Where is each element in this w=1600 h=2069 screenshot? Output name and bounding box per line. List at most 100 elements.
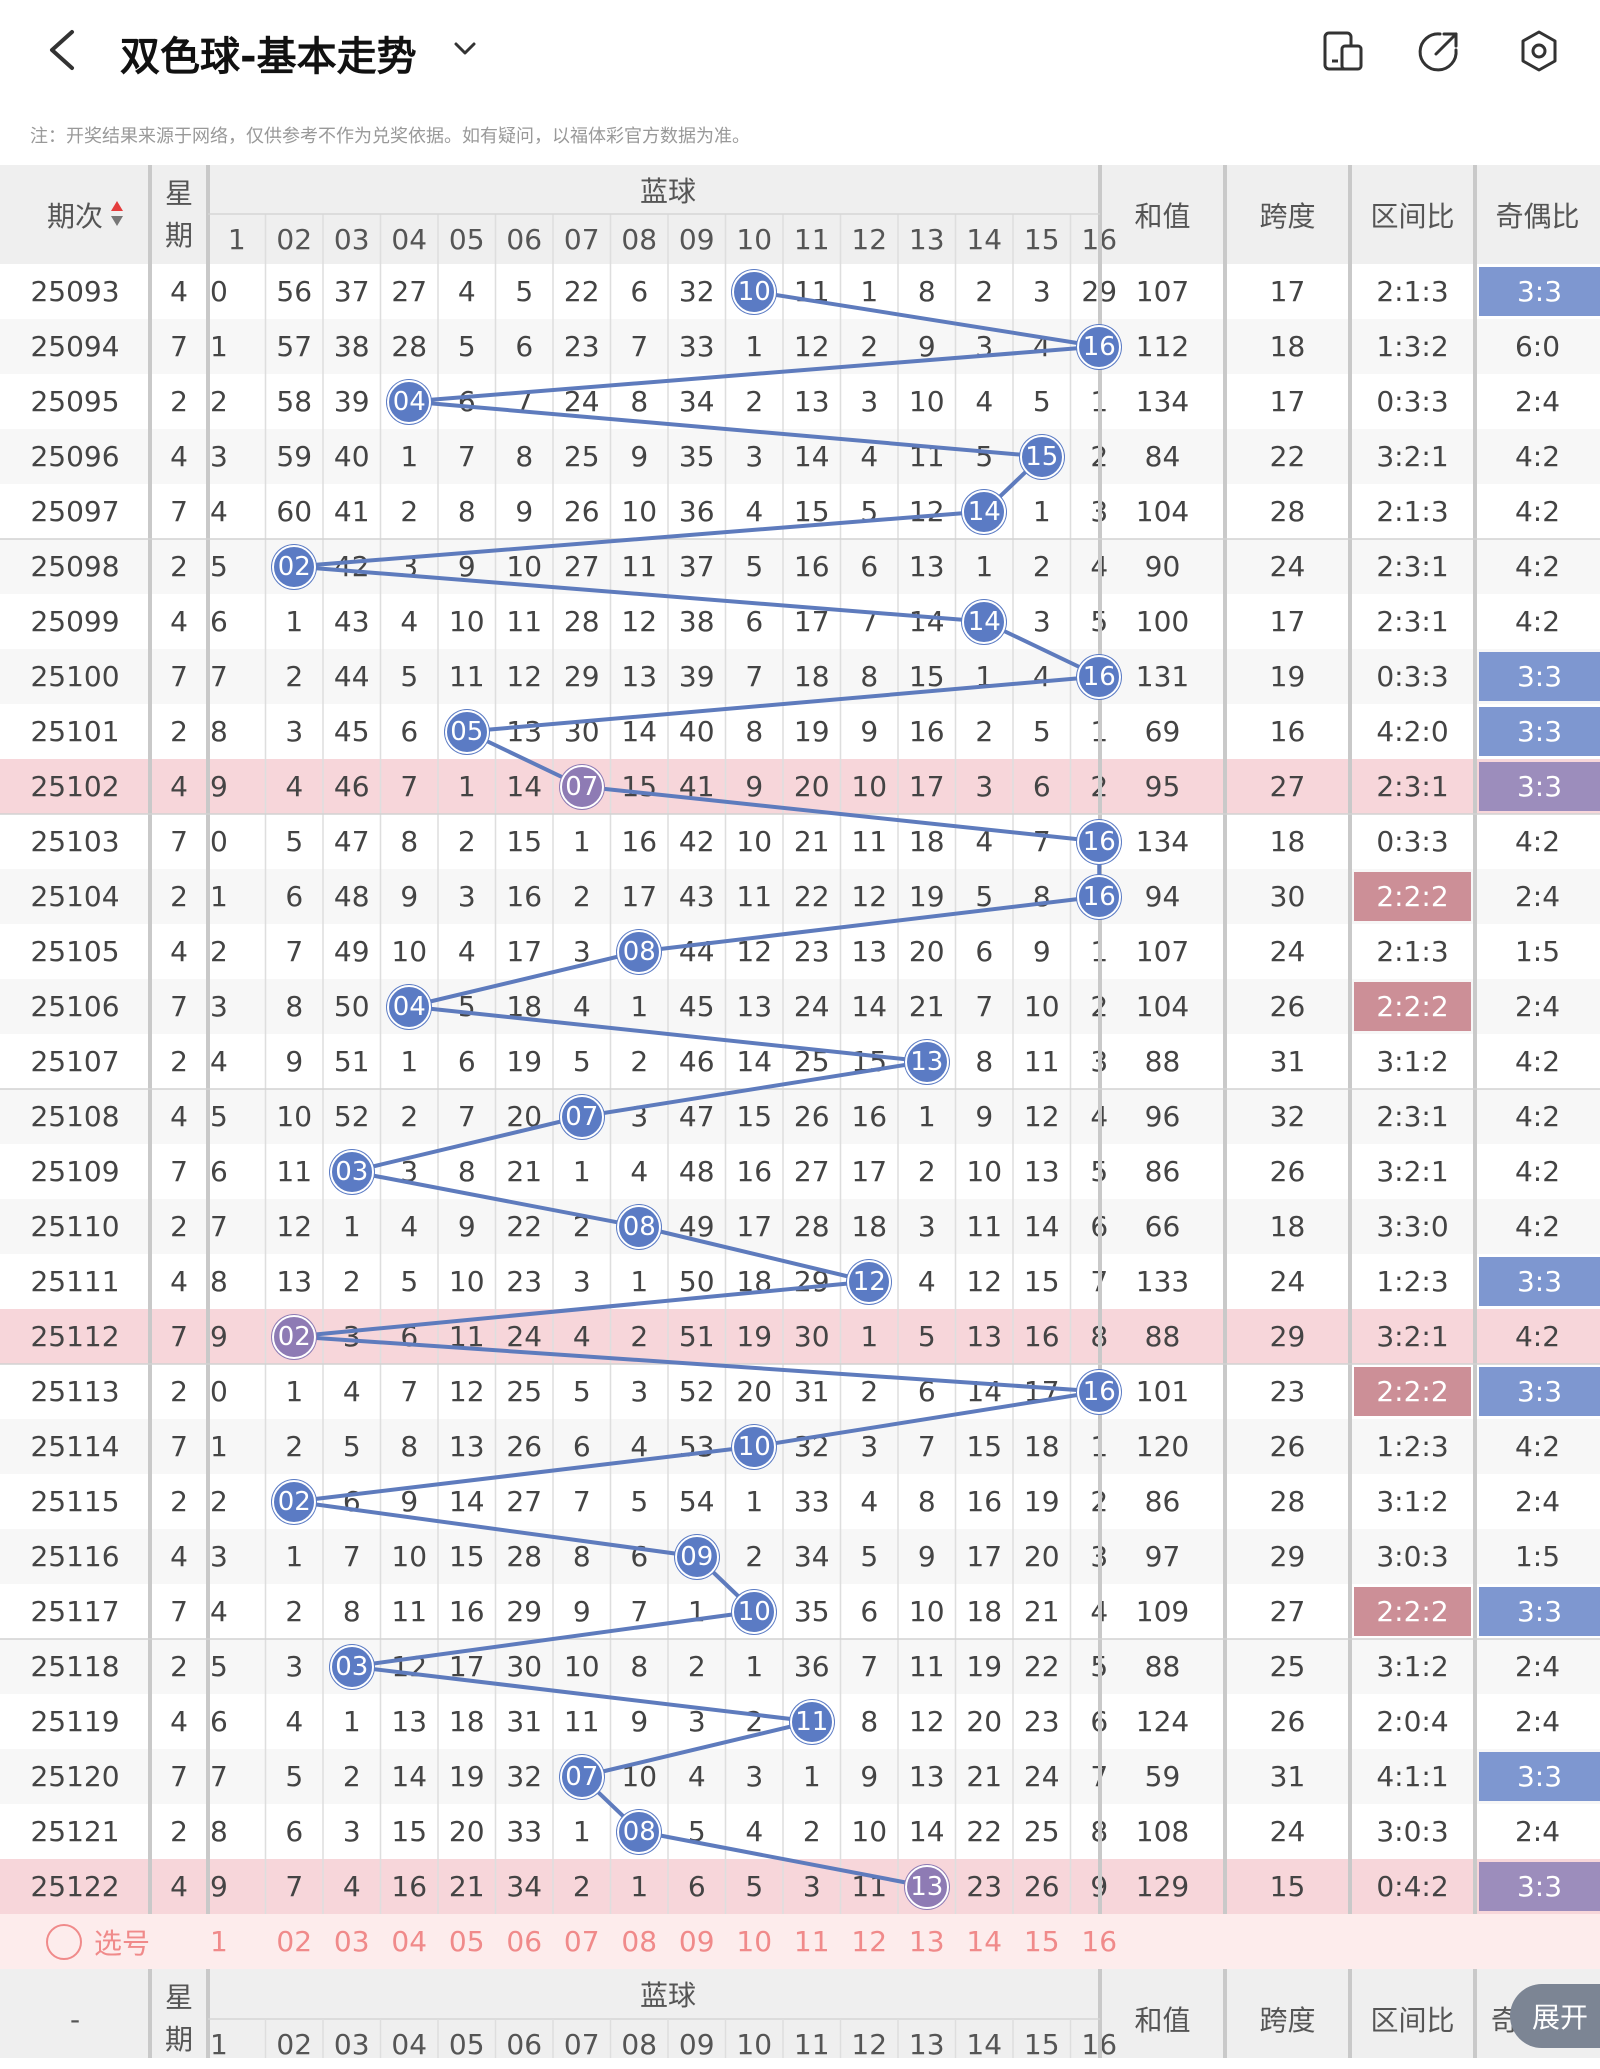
select-ball-option[interactable]: 11 <box>793 1925 830 1958</box>
blue-ball[interactable]: 12 <box>847 1259 892 1304</box>
blue-ball[interactable]: 15 <box>1019 434 1064 479</box>
blue-ball[interactable]: 02 <box>272 544 317 589</box>
issue-cell: 25106 <box>30 990 120 1023</box>
blue-ball[interactable]: 04 <box>387 379 432 424</box>
select-number-label[interactable]: 选号 <box>94 1926 151 1960</box>
blue-ball[interactable]: 10 <box>732 1589 777 1634</box>
select-ball-option[interactable]: 06 <box>506 1925 543 1958</box>
select-ball-option[interactable]: 12 <box>851 1925 888 1958</box>
footer-ball-column-header: 04 <box>391 2027 428 2061</box>
blue-ball[interactable]: 16 <box>1077 874 1122 919</box>
zone-ratio-cell: 3:1:2 <box>1376 1045 1449 1078</box>
blue-ball[interactable]: 09 <box>674 1534 719 1579</box>
footer-blue-ball-header: 蓝球 <box>639 1979 696 2012</box>
blue-ball[interactable]: 07 <box>559 764 604 809</box>
miss-count-cell: 12 <box>621 605 658 638</box>
odd-even-ratio-cell: 4:2 <box>1514 605 1561 638</box>
layout-icon[interactable] <box>1320 28 1366 74</box>
blue-ball[interactable]: 04 <box>387 984 432 1029</box>
issue-cell: 25120 <box>30 1760 120 1793</box>
miss-count-cell: 11 <box>851 1870 888 1903</box>
miss-count-cell: 6 <box>285 880 304 913</box>
blue-ball[interactable]: 08 <box>617 1204 662 1249</box>
miss-count-cell: 51 <box>333 1045 370 1078</box>
select-ball-option[interactable]: 07 <box>563 1925 600 1958</box>
select-ball-option[interactable]: 1 <box>210 1925 228 1958</box>
blue-ball[interactable]: 02 <box>272 1314 317 1359</box>
sum-cell: 90 <box>1144 550 1181 583</box>
select-ball-option[interactable]: 14 <box>966 1925 1003 1958</box>
blue-ball[interactable]: 11 <box>789 1699 834 1744</box>
select-ball-option[interactable]: 04 <box>391 1925 428 1958</box>
miss-count-cell: 3 <box>285 715 304 748</box>
miss-count-cell: 3 <box>975 770 994 803</box>
odd-even-ratio-cell: 1:5 <box>1514 935 1561 968</box>
zone-ratio-cell: 2:1:3 <box>1376 495 1449 528</box>
select-ball-option[interactable]: 13 <box>908 1925 945 1958</box>
miss-count-cell: 4 <box>400 1210 419 1243</box>
blue-ball[interactable]: 07 <box>559 1754 604 1799</box>
select-ball-option[interactable]: 03 <box>333 1925 370 1958</box>
zone-ratio-cell: 2:2:2 <box>1354 872 1471 921</box>
miss-count-cell: 0 <box>210 1375 228 1408</box>
miss-count-cell: 1 <box>860 275 879 308</box>
blue-ball[interactable]: 03 <box>329 1644 374 1689</box>
select-ball-option[interactable]: 09 <box>678 1925 715 1958</box>
expand-button[interactable]: 展开 <box>1510 1984 1600 2048</box>
miss-count-cell: 4 <box>745 495 764 528</box>
share-icon[interactable] <box>1416 28 1462 74</box>
miss-count-cell: 18 <box>908 825 945 858</box>
blue-ball[interactable]: 05 <box>444 709 489 754</box>
blue-ball[interactable]: 10 <box>732 269 777 314</box>
col-issue-header[interactable]: 期次 <box>46 199 103 233</box>
blue-ball[interactable]: 16 <box>1077 654 1122 699</box>
miss-count-cell: 50 <box>333 990 370 1023</box>
ball-column-header: 07 <box>563 222 600 256</box>
issue-cell: 25109 <box>30 1155 120 1188</box>
blue-ball[interactable]: 16 <box>1077 1369 1122 1414</box>
select-ball-option[interactable]: 08 <box>621 1925 658 1958</box>
blue-ball[interactable]: 13 <box>904 1864 949 1909</box>
miss-count-cell: 10 <box>448 1265 485 1298</box>
blue-ball[interactable]: 08 <box>617 1809 662 1854</box>
page-title[interactable]: 双色球-基本走势 <box>120 34 417 80</box>
miss-count-cell: 9 <box>745 770 764 803</box>
sum-cell: 129 <box>1135 1870 1190 1903</box>
miss-count-cell: 7 <box>210 660 228 693</box>
miss-count-cell: 53 <box>678 1430 715 1463</box>
blue-ball[interactable]: 07 <box>559 1094 604 1139</box>
miss-count-cell: 5 <box>860 495 879 528</box>
sort-icon[interactable] <box>110 199 124 229</box>
chevron-down-icon[interactable] <box>450 34 480 64</box>
back-icon[interactable] <box>44 28 80 72</box>
select-ball-option[interactable]: 10 <box>736 1925 773 1958</box>
select-ball-option[interactable]: 05 <box>448 1925 485 1958</box>
select-ball-option[interactable]: 02 <box>276 1925 313 1958</box>
miss-count-cell: 18 <box>851 1210 888 1243</box>
blue-ball[interactable]: 10 <box>732 1424 777 1469</box>
miss-count-cell: 13 <box>448 1430 485 1463</box>
miss-count-cell: 43 <box>678 880 715 913</box>
blue-ball[interactable]: 03 <box>329 1149 374 1194</box>
blue-ball[interactable]: 14 <box>962 599 1007 644</box>
sum-cell: 88 <box>1144 1045 1181 1078</box>
blue-ball[interactable]: 14 <box>962 489 1007 534</box>
blue-ball[interactable]: 16 <box>1077 324 1122 369</box>
miss-count-cell: 14 <box>851 990 888 1023</box>
footer-ball-column-header: 15 <box>1023 2027 1060 2061</box>
blue-ball[interactable]: 02 <box>272 1479 317 1524</box>
miss-count-cell: 5 <box>572 1375 591 1408</box>
settings-icon[interactable] <box>1516 28 1562 74</box>
span-cell: 18 <box>1269 330 1306 363</box>
miss-count-cell: 21 <box>966 1760 1003 1793</box>
select-circle-icon[interactable] <box>46 1924 82 1960</box>
miss-count-cell: 35 <box>678 440 715 473</box>
miss-count-cell: 12 <box>908 1705 945 1738</box>
select-ball-option[interactable]: 15 <box>1023 1925 1060 1958</box>
blue-ball[interactable]: 08 <box>617 929 662 974</box>
miss-count-cell: 31 <box>506 1705 543 1738</box>
blue-ball[interactable]: 16 <box>1077 819 1122 864</box>
blue-ball[interactable]: 13 <box>904 1039 949 1084</box>
miss-count-cell: 3 <box>1032 275 1051 308</box>
select-ball-option[interactable]: 16 <box>1081 1925 1118 1958</box>
